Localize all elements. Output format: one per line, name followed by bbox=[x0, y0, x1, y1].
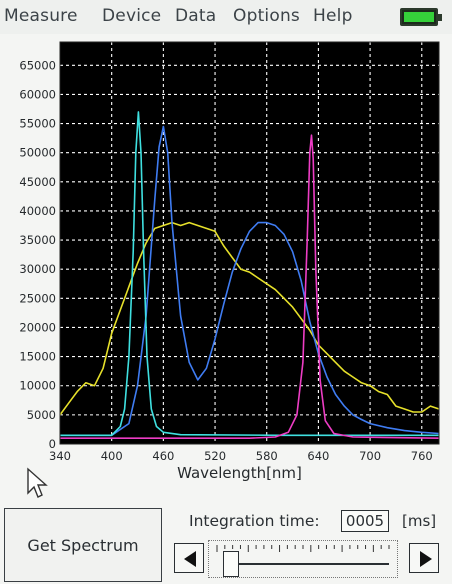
x-tick-label: 340 bbox=[49, 449, 71, 463]
battery-level bbox=[404, 12, 434, 22]
menu-options[interactable]: Options bbox=[233, 6, 300, 26]
x-tick-label: 400 bbox=[101, 449, 123, 463]
y-tick-label: 20000 bbox=[19, 320, 56, 334]
triangle-right-icon bbox=[420, 551, 432, 567]
plot-area bbox=[60, 42, 439, 444]
menu-bar: Measure Device Data Options Help bbox=[0, 0, 452, 34]
y-tick-label: 45000 bbox=[19, 175, 56, 189]
slider-thumb[interactable] bbox=[222, 551, 239, 577]
y-tick-label: 50000 bbox=[19, 146, 56, 160]
y-tick-label: 55000 bbox=[19, 117, 56, 131]
battery-icon bbox=[400, 8, 442, 26]
x-tick-label: 520 bbox=[204, 449, 226, 463]
series-blue-line bbox=[60, 125, 440, 437]
y-tick-label: 60000 bbox=[19, 87, 56, 101]
x-axis-label: Wavelength[nm] bbox=[177, 464, 302, 482]
spectrum-chart: 0 5000 10000 15000 20000 25000 30000 35000 40000… bbox=[19, 41, 440, 482]
integration-time-slider[interactable] bbox=[208, 540, 398, 578]
x-tick-label: 640 bbox=[307, 449, 329, 463]
y-tick-label: 5000 bbox=[27, 408, 56, 422]
decrease-button[interactable] bbox=[174, 543, 204, 573]
x-tick-label: 760 bbox=[411, 449, 433, 463]
integration-time-input[interactable]: 0005 bbox=[341, 510, 389, 532]
plot-frame bbox=[59, 41, 440, 445]
y-tick-label: 30000 bbox=[19, 262, 56, 276]
series-yellow-line bbox=[59, 221, 440, 416]
battery-terminal bbox=[438, 14, 442, 21]
y-tick-label: 0 bbox=[49, 437, 56, 451]
menu-device[interactable]: Device bbox=[102, 6, 162, 26]
y-tick-label: 65000 bbox=[19, 58, 56, 72]
series-cyan-line bbox=[60, 111, 439, 437]
y-tick-label: 15000 bbox=[19, 350, 56, 364]
x-tick-label: 460 bbox=[152, 449, 174, 463]
x-tick-label: 580 bbox=[256, 449, 278, 463]
slider-track bbox=[223, 563, 389, 565]
y-tick-label: 10000 bbox=[19, 379, 56, 393]
menu-help[interactable]: Help bbox=[313, 6, 353, 26]
triangle-left-icon bbox=[184, 551, 196, 567]
y-tick-label: 40000 bbox=[19, 204, 56, 218]
integration-time-label: Integration time: bbox=[189, 512, 320, 530]
menu-measure[interactable]: Measure bbox=[4, 6, 78, 26]
get-spectrum-button[interactable]: Get Spectrum bbox=[4, 508, 162, 582]
mouse-pointer-icon bbox=[27, 467, 48, 498]
y-tick-label: 35000 bbox=[19, 233, 56, 247]
increase-button[interactable] bbox=[409, 543, 439, 573]
series-magenta-line bbox=[60, 134, 440, 439]
slider-ticks bbox=[216, 545, 390, 552]
y-tick-label: 25000 bbox=[19, 291, 56, 305]
integration-time-unit: [ms] bbox=[402, 512, 437, 530]
x-tick-label: 700 bbox=[359, 449, 381, 463]
menu-data[interactable]: Data bbox=[175, 6, 217, 26]
spectrum-graph: 0 5000 10000 15000 20000 25000 30000 35000 40000… bbox=[8, 38, 445, 498]
